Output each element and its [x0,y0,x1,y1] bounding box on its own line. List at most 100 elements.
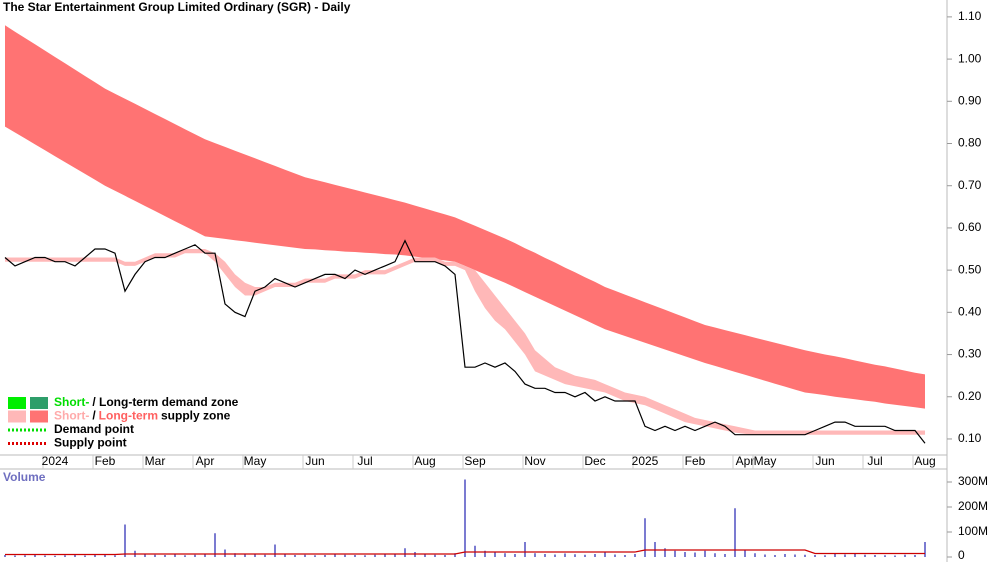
volume-bar [724,554,726,557]
x-tick-label: Mar [145,454,166,468]
volume-bar [284,554,286,557]
x-tick-label: Aug [414,454,435,468]
volume-bar [524,542,526,557]
volume-bar [894,555,896,557]
x-tick-label: Nov [524,454,545,468]
volume-title: Volume [3,470,46,484]
line-series [5,549,925,556]
legend-text: supply zone [161,409,231,423]
volume-bar [444,555,446,557]
x-tick-label: 2024 [42,454,69,468]
volume-bar [874,555,876,557]
volume-bar [684,552,686,557]
volume-bar [274,544,276,557]
x-tick-label: Feb [95,454,116,468]
y-tick-label: 0.40 [958,305,982,319]
x-tick-label: Jul [357,454,372,468]
legend-swatch [30,410,48,423]
volume-bar [624,555,626,557]
volume-bar [334,554,336,557]
legend-swatch [8,410,26,423]
volume-bar [14,555,16,557]
volume-bar [204,554,206,557]
volume-bar [254,554,256,557]
volume-bar [314,555,316,557]
legend-text: Demand point [54,422,134,436]
volume-bar [184,555,186,557]
y-tick-label: 0.50 [958,262,982,276]
volume-bar [224,549,226,557]
volume-bar [354,555,356,557]
x-tick-label: Feb [685,454,706,468]
x-tick-label: Apr [196,454,215,468]
legend-swatch [8,397,26,409]
volume-bar [774,555,776,557]
volume-bar [374,554,376,557]
volume-bar [734,508,736,557]
x-tick-label: May [754,454,777,468]
y-tick-label: 0 [958,548,965,562]
volume-bar [664,548,666,557]
volume-bar [434,554,436,557]
volume-bar [44,555,46,557]
volume-bar [764,554,766,557]
legend-swatch [30,397,48,409]
volume-bar [114,555,116,557]
volume-bar [884,555,886,557]
volume-bar [714,553,716,557]
volume-bar [474,545,476,557]
y-tick-label: 0.80 [958,136,982,150]
volume-bar [844,554,846,557]
zone-band [5,25,925,409]
volume-bar [514,554,516,557]
volume-bar [534,553,536,557]
volume-bar [214,533,216,557]
volume-bar [914,555,916,557]
legend-text: Long-term [99,409,158,423]
volume-bar [464,479,466,557]
volume-bar [584,554,586,557]
volume-bar [34,554,36,557]
volume-bar [54,555,56,557]
volume-bar [74,555,76,557]
volume-bar [704,550,706,557]
volume-bar [854,554,856,557]
volume-bar [124,524,126,557]
volume-bar [404,548,406,557]
volume-bar [674,550,676,557]
volume-bar [164,555,166,557]
y-tick-label: 0.20 [958,389,982,403]
volume-bar [924,542,926,557]
y-tick-label: 300M [958,474,988,488]
x-tick-label: Dec [584,454,605,468]
volume-bar [694,552,696,557]
volume-bar [264,554,266,557]
line-series [4,239,926,444]
volume-bar [244,554,246,557]
legend-label: Short- / Long-term demand zone [54,395,239,409]
volume-bar [554,554,556,557]
volume-bar [834,553,836,557]
volume-bar [484,550,486,557]
y-tick-label: 200M [958,499,988,513]
volume-bar [154,554,156,557]
volume-bar [344,554,346,557]
x-tick-label: Jun [305,454,324,468]
volume-bar [304,554,306,557]
volume-bar [144,554,146,557]
x-tick-label: Jun [815,454,834,468]
x-tick-label: May [244,454,267,468]
volume-bar [324,555,326,557]
x-tick-label: Jul [867,454,882,468]
volume-bar [424,554,426,557]
volume-bar [824,555,826,557]
legend-text: Supply point [54,436,127,450]
volume-bar [84,555,86,557]
y-tick-label: 1.00 [958,51,982,65]
volume-bar [454,553,456,557]
volume-bar [744,549,746,557]
volume-bar [494,552,496,557]
volume-bar [574,554,576,557]
